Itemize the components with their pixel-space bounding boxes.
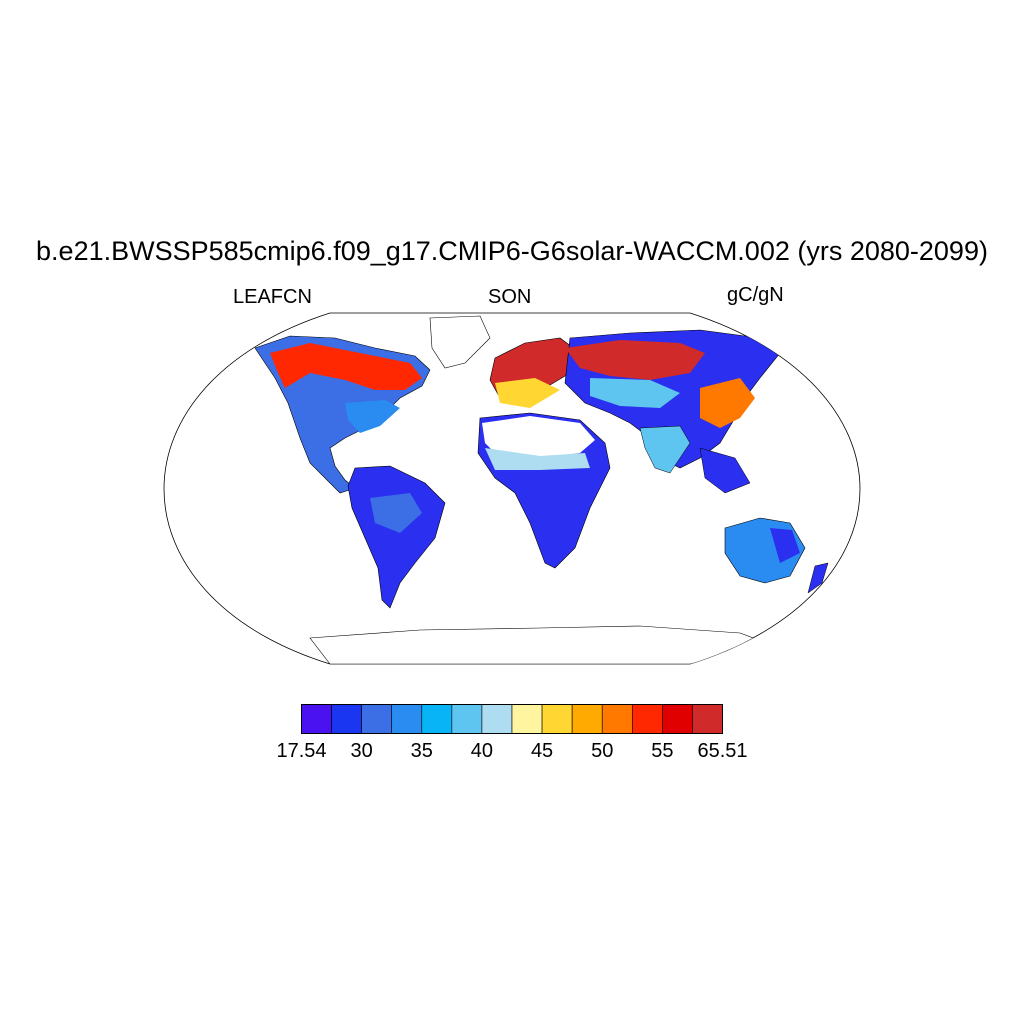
- plot-title: b.e21.BWSSP585cmip6.f09_g17.CMIP6-G6sola…: [36, 236, 988, 266]
- colorbar-box: [481, 704, 513, 734]
- southeast-asia: [699, 447, 751, 494]
- colorbar: [301, 704, 723, 734]
- colorbar-box: [601, 704, 633, 734]
- sahara: [482, 416, 595, 458]
- colorbar-label: 55: [651, 740, 674, 762]
- australia-east: [770, 528, 800, 563]
- colorbar-label: 40: [470, 740, 494, 762]
- colorbar-box: [301, 704, 332, 734]
- colorbar-label: 50: [591, 740, 614, 762]
- siberia-high: [565, 340, 705, 380]
- sahel: [485, 448, 590, 470]
- colorbar-box: [541, 704, 573, 734]
- europe-south: [495, 378, 560, 408]
- east-asia: [700, 378, 755, 428]
- antarctica: [309, 625, 782, 664]
- south-america-patch: [370, 493, 422, 533]
- colorbar-box: [331, 704, 362, 734]
- variable-label: LEAFCN: [233, 286, 312, 308]
- colorbar-box: [571, 704, 603, 734]
- colorbar-label: 45: [530, 740, 554, 762]
- north-america-boreal: [270, 343, 422, 390]
- north-america-east: [345, 400, 400, 433]
- colorbar-label: 17.54: [276, 740, 327, 762]
- new-zealand: [807, 562, 829, 594]
- season-label: SON: [488, 286, 532, 308]
- colorbar-box: [391, 704, 423, 734]
- india: [639, 425, 691, 474]
- colorbar-box: [451, 704, 483, 734]
- colorbar-box: [662, 704, 693, 734]
- world-map: [163, 312, 861, 665]
- colorbar-box: [511, 704, 543, 734]
- colorbar-label: 65.51: [697, 740, 748, 762]
- colorbar-box: [421, 704, 453, 734]
- units-label: gC/gN: [727, 284, 784, 306]
- colorbar-box: [631, 704, 663, 734]
- greenland: [429, 315, 491, 369]
- colorbar-label: 30: [350, 740, 373, 762]
- asia-central: [590, 378, 680, 408]
- colorbar-box: [361, 704, 393, 734]
- colorbar-label: 35: [410, 740, 433, 762]
- colorbar-box: [692, 704, 723, 734]
